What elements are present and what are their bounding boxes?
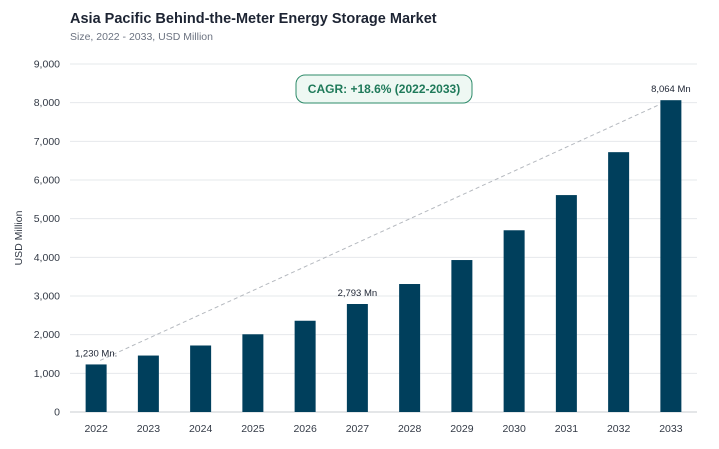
y-tick-label: 7,000 [34,136,60,148]
data-labels: 1,230 Mn. 2,793 Mn 8,064 Mn [75,84,691,359]
bar [399,284,421,412]
cagr-badge-text: CAGR: +18.6% (2022-2033) [308,82,460,96]
cagr-badge-box [295,74,473,104]
y-tick-label: 3,000 [34,291,60,303]
bar [555,195,577,412]
bar [503,230,525,412]
bars [85,100,682,412]
x-tick-label: 2032 [607,423,631,435]
y-axis-label: USD Million [13,210,25,265]
bar [85,364,107,412]
data-label: 1,230 Mn. [75,348,117,359]
x-tick-label: 2033 [659,423,683,435]
x-tick-label: 2023 [137,423,161,435]
x-tick-label: 2028 [398,423,422,435]
y-tick-label: 4,000 [34,252,60,264]
x-tick-label: 2022 [84,423,108,435]
bar [294,320,316,412]
y-tick-label: 5,000 [34,213,60,225]
y-tick-label: 1,000 [34,368,60,380]
data-label: 2,793 Mn [338,288,378,299]
x-axis-ticks: 2022 2023 2024 2025 2026 2027 2028 2029 2030 2031… [84,423,682,435]
x-tick-label: 2030 [502,423,526,435]
y-axis-ticks: 0 1,000 2,000 3,000 4,000 5,000 6,000 7,000 8,00… [34,59,60,419]
bar [660,100,682,412]
cagr-trend-line [99,100,668,361]
bar [346,304,368,412]
chart-title: Asia Pacific Behind-the-Meter Energy Sto… [70,11,437,27]
y-tick-label: 8,000 [34,97,60,109]
x-tick-label: 2025 [241,423,265,435]
data-label: 8,064 Mn [651,84,691,95]
cagr-badge: CAGR: +18.6% (2022-2033) [295,74,473,104]
y-tick-label: 9,000 [34,59,60,71]
x-tick-label: 2026 [293,423,317,435]
y-tick-label: 2,000 [34,329,60,341]
y-tick-label: 0 [54,407,60,419]
bar [137,355,159,412]
bar [451,260,473,412]
gridlines [70,63,697,413]
x-tick-label: 2027 [346,423,370,435]
bar [242,334,264,412]
x-tick-label: 2024 [189,423,213,435]
bar [190,345,212,412]
y-tick-label: 6,000 [34,175,60,187]
bar [608,152,630,412]
x-tick-label: 2031 [555,423,579,435]
x-tick-label: 2029 [450,423,474,435]
chart-subtitle: Size, 2022 - 2033, USD Million [70,31,213,43]
